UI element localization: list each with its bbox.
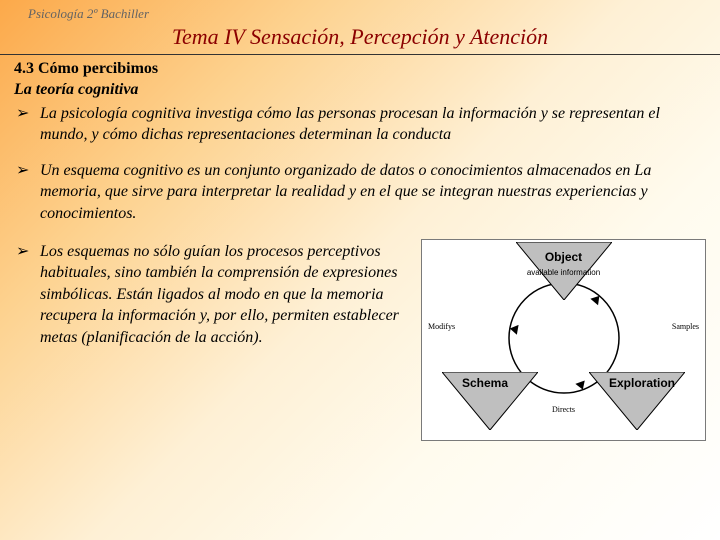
bullet-mark-icon: ➢ (14, 241, 40, 263)
bullet-mark-icon: ➢ (14, 160, 40, 182)
page-title: Tema IV Sensación, Percepción y Atención (0, 22, 720, 54)
bullet-mark-icon: ➢ (14, 103, 40, 125)
bullet-1-text: La psicología cognitiva investiga cómo l… (40, 103, 706, 146)
section-heading: 4.3 Cómo percibimos (14, 59, 706, 80)
course-header: Psicología 2º Bachiller (0, 0, 720, 22)
bullet-1: ➢ La psicología cognitiva investiga cómo… (14, 103, 706, 146)
side-label-directs: Directs (552, 405, 575, 414)
bullet-3-text: Los esquemas no sólo guían los procesos … (40, 241, 415, 349)
label-exploration: Exploration (609, 376, 675, 390)
side-label-samples: Samples (672, 322, 699, 331)
bullet-2: ➢ Un esquema cognitivo es un conjunto or… (14, 160, 706, 225)
label-object: Object available information (527, 250, 600, 278)
side-label-modifys: Modifys (428, 322, 455, 331)
lower-row: ➢ Los esquemas no sólo guían los proceso… (14, 239, 706, 441)
bullet-3: ➢ Los esquemas no sólo guían los proceso… (14, 241, 415, 349)
label-schema: Schema (462, 376, 508, 390)
neisser-cycle-diagram: Object available information Schema Expl… (421, 239, 706, 441)
bullet-2-text: Un esquema cognitivo es un conjunto orga… (40, 160, 706, 225)
bullet-3-wrap: ➢ Los esquemas no sólo guían los proceso… (14, 239, 421, 349)
content-area: 4.3 Cómo percibimos La teoría cognitiva … (0, 55, 720, 441)
section-subheading: La teoría cognitiva (14, 80, 706, 101)
